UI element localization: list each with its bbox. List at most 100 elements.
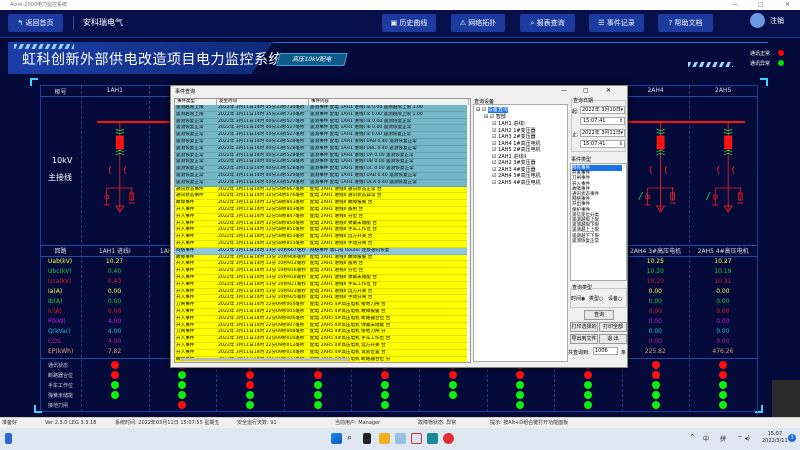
radio-type[interactable]: 类型○ bbox=[589, 296, 604, 302]
event-row[interactable]: 开入事件 2022年 3月11日14时 12分58秒847毫秒 配电 2AH1 … bbox=[175, 213, 467, 221]
history-curve-button[interactable]: ▣ 历史曲线 bbox=[382, 14, 436, 32]
event-type-option[interactable]: 开出事件 bbox=[572, 202, 590, 208]
task-view-icon[interactable] bbox=[363, 433, 371, 444]
event-row[interactable]: 遥测恢复正常 2022年 3月11日14时 40分33秒529毫秒 遥测事件 配… bbox=[175, 173, 467, 180]
help-docs-button[interactable]: ? 帮助文档 bbox=[658, 14, 713, 32]
event-table[interactable]: 事件类型 发生时间 事件内容 遥测越限上限 2022年 3月11日14时 35分… bbox=[174, 98, 471, 363]
event-row[interactable]: 遥测越限上限 2022年 3月11日14时 35分33秒734毫秒 遥测事件 配… bbox=[175, 105, 467, 112]
tree-item[interactable]: ☑ 2AH2 3#变压器 bbox=[492, 160, 536, 166]
clock[interactable]: 15:07 2022/3/11 bbox=[762, 431, 788, 444]
event-row[interactable]: 开入事件 2022年 3月11日14时 22分09秒005毫秒 配电 2AH5 … bbox=[175, 309, 467, 316]
tree-item[interactable]: ☑ 1AH4 1#高压电机 bbox=[492, 140, 541, 147]
event-row[interactable]: 遥测恢复正常 2022年 3月11日14时 40分33秒527毫秒 遥测事件 配… bbox=[175, 132, 467, 139]
tree-item[interactable]: ☑ 2AH1 进线II bbox=[492, 153, 527, 160]
home-button[interactable]: ↰ 返回首页 bbox=[8, 14, 63, 32]
event-type-option[interactable]: 遥测越下下限 bbox=[572, 233, 599, 239]
event-type-option[interactable]: 遥测越限上限 bbox=[572, 218, 599, 223]
col-header-type[interactable]: 事件类型 bbox=[175, 99, 217, 105]
event-row[interactable]: 开入事件 2022年 3月11日14时 12分58秒843毫秒 配电 2AH1 … bbox=[175, 207, 467, 214]
event-type-option[interactable]: 所有事件 bbox=[572, 165, 622, 171]
file-explorer-icon[interactable] bbox=[379, 433, 390, 444]
event-row[interactable]: 故障事件 2022年 3月11日14时 13分 10秒906毫秒 配电 2AH1… bbox=[175, 254, 467, 262]
minimize-button[interactable]: — bbox=[732, 1, 738, 8]
dialog-maximize-button[interactable]: ▢ bbox=[583, 87, 589, 94]
event-row[interactable]: 开入事件 2022年 3月11日14时 22分09秒007毫秒 配电 2AH5 … bbox=[175, 322, 467, 330]
tree-item[interactable]: ☑ 1AH2 1#变压器 bbox=[492, 127, 536, 134]
tree-item[interactable]: ☑ 1AH3 2#变压器 bbox=[492, 134, 536, 140]
event-row[interactable]: 刀闸事件 2022年 3月11日14时 22分09秒008毫秒 配电 2AH5 … bbox=[175, 329, 467, 337]
event-row[interactable]: 开入事件 2022年 3月11日14时 13分 10秒916毫秒 配电 2AH1… bbox=[175, 268, 467, 275]
event-row[interactable]: 遥测恢复正常 2022年 3月11日14时 40分33秒528毫秒 遥测事件 配… bbox=[175, 166, 467, 173]
tree-item[interactable]: ☑ 1AH5 2#高压电机 bbox=[492, 147, 541, 153]
col-header-content[interactable]: 事件内容 bbox=[309, 99, 469, 105]
event-type-option[interactable]: 刀闸事件 bbox=[572, 176, 590, 182]
search-icon[interactable]: ⌕ bbox=[347, 433, 353, 443]
event-row[interactable]: 开入事件 2022年 3月11日14时 22分09秒012毫秒 配电 2AH5 … bbox=[175, 343, 467, 350]
event-row[interactable]: 遥测恢复正常 2022年 3月11日14时 40分33秒529毫秒 遥测事件 配… bbox=[175, 179, 467, 187]
dialog-close-button[interactable]: ✕ bbox=[606, 87, 612, 94]
event-row[interactable]: 通讯状态事件 2022年 3月11日14时 12分54秒667毫秒 配电 2AH… bbox=[175, 186, 467, 194]
event-row[interactable]: 遥测恢复正常 2022年 3月11日14时 40分33秒527毫秒 遥测事件 配… bbox=[175, 118, 467, 126]
export-button[interactable]: 导出到文件 bbox=[570, 334, 598, 344]
event-row[interactable]: 通讯状态事件 2022年 3月11日14时 12分54秒676毫秒 配电 2AH… bbox=[175, 193, 467, 201]
event-row[interactable]: 开入事件 2022年 3月11日14时 12分58秒850毫秒 配电 2AH1 … bbox=[175, 220, 467, 228]
tree-root[interactable]: 设备查询 bbox=[487, 107, 508, 113]
tree-item[interactable]: ☑ 2AH5 4#高压电机 bbox=[492, 179, 541, 186]
event-row[interactable]: 遥测恢复正常 2022年 3月11日14时 40分33秒528毫秒 遥测事件 配… bbox=[175, 159, 467, 167]
event-type-option[interactable]: 遥信变位分类 bbox=[572, 212, 599, 218]
radio-time[interactable]: 时间◉ bbox=[571, 296, 586, 302]
event-row[interactable]: 开入事件 2022年 3月11日14时 13分 10秒923毫秒 配电 2AH1… bbox=[175, 288, 467, 296]
logout-button[interactable]: 注销 bbox=[770, 17, 784, 25]
app-icon[interactable] bbox=[427, 433, 438, 444]
ime-mode[interactable]: 拼 bbox=[720, 436, 727, 443]
wps-icon[interactable] bbox=[443, 433, 454, 444]
network-volume-icon[interactable]: ⌔ ◂) bbox=[737, 435, 750, 442]
event-type-option[interactable]: 故障事件 bbox=[572, 186, 590, 192]
acrel-app-icon[interactable] bbox=[411, 433, 422, 444]
event-row[interactable]: 开入事件 2022年 3月11日14时 13分 10秒912毫秒 配电 2AH1… bbox=[175, 261, 467, 269]
event-type-list[interactable]: 所有事件 开关事件 刀闸事件 开入事件 故障事件 通讯状态事件 网络事件 开出事件 保护事件 遥信… bbox=[570, 163, 627, 281]
event-log-button[interactable]: ☰ 事件记录 bbox=[589, 14, 644, 32]
network-topology-button[interactable]: ⚠ 网络拓扑 bbox=[451, 14, 505, 32]
radio-device[interactable]: 设备○ bbox=[608, 296, 623, 302]
to-time-spinner[interactable]: 15:07:41 ⇕ bbox=[580, 140, 625, 148]
notification-badge[interactable]: 3 bbox=[788, 434, 796, 442]
event-row[interactable]: 遥测恢复正常 2022年 3月11日14时 40分33秒527毫秒 遥测事件 配… bbox=[175, 125, 467, 133]
widgets-icon[interactable] bbox=[5, 433, 12, 444]
event-type-option[interactable]: 遥测越上上限 bbox=[572, 228, 599, 234]
tray-chevron-icon[interactable]: ^ bbox=[690, 434, 696, 441]
horizontal-scrollbar[interactable] bbox=[180, 358, 350, 361]
event-type-option[interactable]: 开入事件 bbox=[572, 181, 590, 187]
maximize-button[interactable]: ▢ bbox=[758, 1, 764, 8]
vertical-scrollbar[interactable] bbox=[467, 105, 470, 355]
event-type-option[interactable]: 保护事件 bbox=[572, 207, 590, 213]
close-button[interactable]: ✕ bbox=[785, 1, 791, 8]
event-row[interactable]: 开入事件 2022年 3月11日14时 22分09秒006毫秒 配电 2AH5 … bbox=[175, 315, 467, 323]
event-type-option[interactable]: 遥测恢复正常 bbox=[572, 238, 599, 244]
event-row[interactable]: 开入事件 2022年 3月11日14时 13分 10秒925毫秒 配电 2AH1… bbox=[175, 295, 467, 303]
tree-item[interactable]: ☑ 2AH4 3#高压电机 bbox=[492, 173, 541, 179]
event-type-option[interactable]: 遥测越限下限 bbox=[572, 223, 599, 229]
event-type-option[interactable]: 通讯状态事件 bbox=[572, 192, 599, 197]
col-header-time[interactable]: 发生时间 bbox=[217, 99, 309, 105]
app-icon[interactable] bbox=[395, 433, 406, 444]
event-row[interactable]: 开入事件 2022年 3月11日14时 12分58秒853毫秒 配电 2AH1 … bbox=[175, 234, 467, 241]
device-tree[interactable]: ⊟ ☑ 设备查询 ⊟ ☑ 智部 ☑ 1AH1 进线I ☑ 1AH2 1#变压器 ☑ … bbox=[473, 104, 568, 362]
exit-button[interactable]: 退 出 bbox=[599, 334, 627, 344]
event-row[interactable]: 遥测恢复正常 2022年 3月11日14时 40分33秒528毫秒 遥测事件 配… bbox=[175, 139, 467, 146]
event-type-option[interactable]: 开关事件 bbox=[572, 171, 590, 177]
event-row[interactable]: 开入事件 2022年 3月11日14时 22分09秒014毫秒 配电 2AH5 … bbox=[175, 349, 467, 357]
event-row[interactable]: 开入事件 2022年 3月11日14时 22分09秒010毫秒 配电 2AH5 … bbox=[175, 336, 467, 343]
query-button[interactable]: 查询 bbox=[584, 310, 614, 320]
event-row[interactable]: 网络事件 2022年 3月11日14时 13分 10秒667毫秒 网络事件 端口… bbox=[175, 247, 467, 255]
event-row[interactable]: 开入事件 2022年 3月11日14时 12分58秒855毫秒 配电 2AH1 … bbox=[175, 241, 467, 248]
report-query-button[interactable]: ⌕ 报表查询 bbox=[520, 14, 575, 32]
avatar[interactable] bbox=[750, 13, 765, 28]
event-row[interactable]: 遥测恢复正常 2022年 3月11日14时 40分33秒528毫秒 遥测事件 配… bbox=[175, 145, 467, 153]
event-type-option[interactable]: 网络事件 bbox=[572, 197, 590, 203]
print-all-button[interactable]: 打印全部 bbox=[599, 322, 627, 332]
event-row[interactable]: 故障事件 2022年 3月11日14时 12分58秒843毫秒 配电 2AH1 … bbox=[175, 200, 467, 207]
from-date-picker[interactable]: 2022年 3月10日 ▾ bbox=[580, 106, 625, 114]
from-time-spinner[interactable]: 15:07:41 ⇕ bbox=[580, 117, 625, 125]
print-selected-button[interactable]: 打印选择的 bbox=[570, 322, 598, 332]
